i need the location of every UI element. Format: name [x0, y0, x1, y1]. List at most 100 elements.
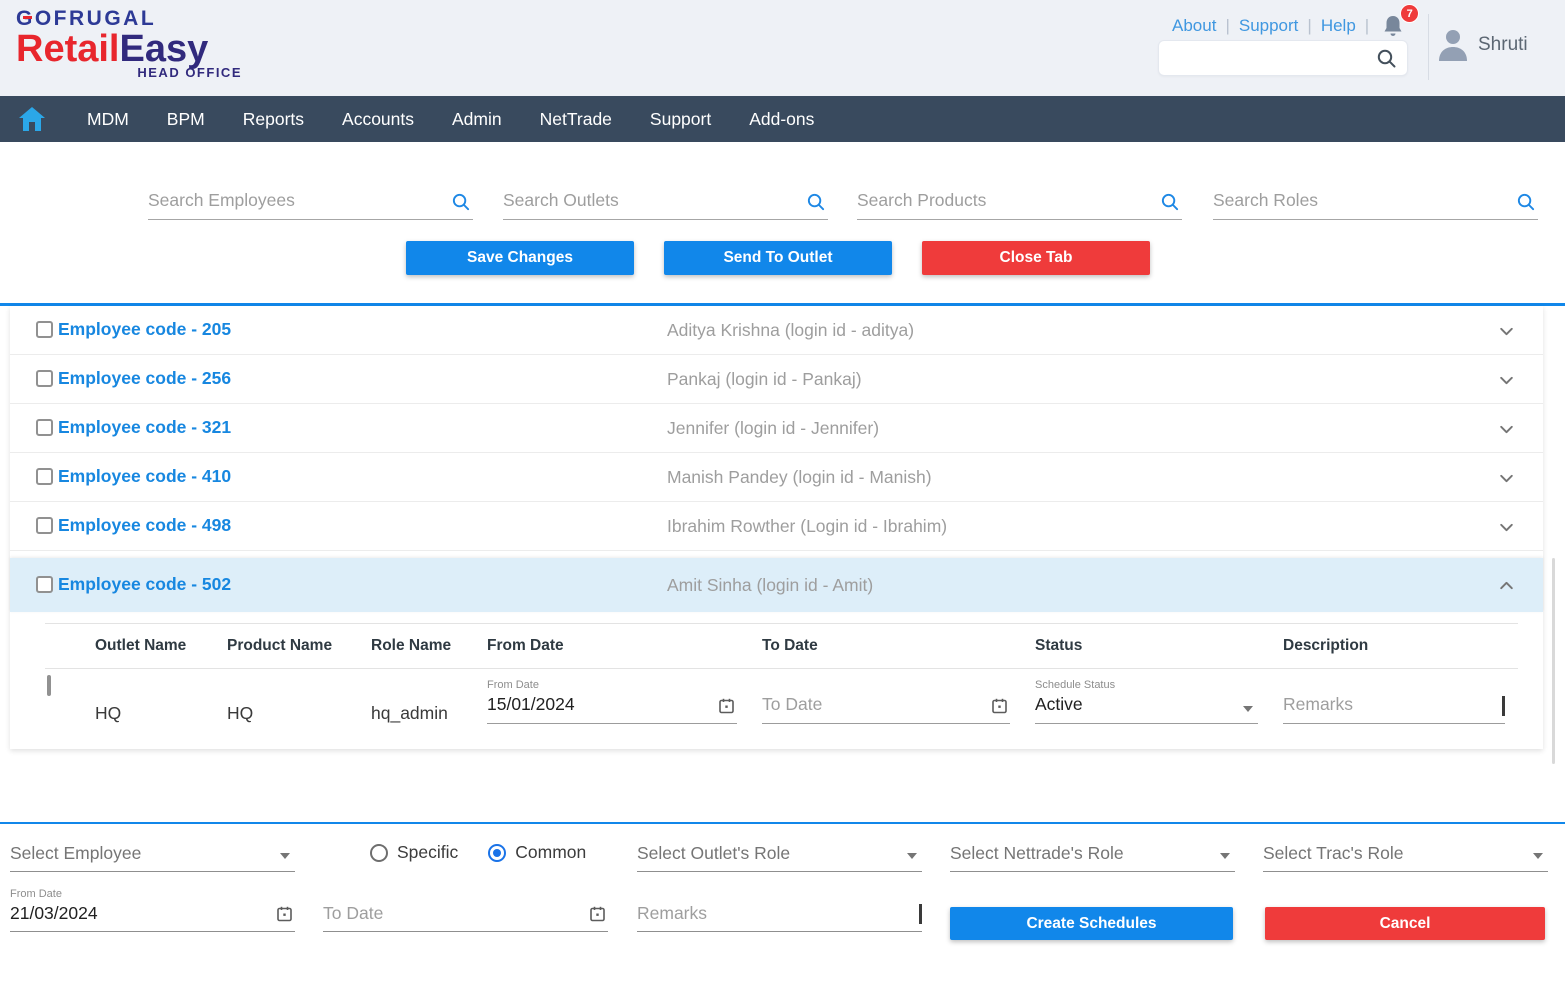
search-products-field[interactable]	[857, 188, 1182, 220]
from-date-value[interactable]: 15/01/2024	[487, 694, 575, 714]
form-remarks-label	[637, 886, 922, 902]
detail-row-checkbox[interactable]	[47, 675, 51, 696]
form-from-date-field[interactable]: From Date 21/03/2024	[10, 886, 295, 932]
employee-row[interactable]: Employee code - 498 Ibrahim Rowther (Log…	[10, 502, 1543, 551]
save-changes-button[interactable]: Save Changes	[406, 241, 634, 275]
select-employee-placeholder: Select Employee	[10, 843, 142, 863]
employee-code[interactable]: Employee code - 498	[58, 515, 232, 535]
caret-down-icon	[280, 853, 290, 859]
employee-checkbox[interactable]	[36, 370, 53, 387]
send-to-outlet-button[interactable]: Send To Outlet	[664, 241, 892, 275]
calendar-icon[interactable]	[277, 906, 292, 922]
form-to-date-field[interactable]: To Date	[323, 886, 608, 932]
global-search-input[interactable]	[1169, 43, 1369, 73]
employee-row[interactable]: Employee code - 410 Manish Pandey (login…	[10, 453, 1543, 502]
employee-row[interactable]: Employee code - 502 Amit Sinha (login id…	[10, 558, 1543, 612]
employee-code[interactable]: Employee code - 502	[58, 574, 232, 594]
form-from-date-value[interactable]: 21/03/2024	[10, 903, 98, 923]
calendar-icon[interactable]	[719, 698, 734, 714]
about-link[interactable]: About	[1172, 16, 1217, 35]
to-date-field[interactable]: To Date	[762, 677, 1010, 724]
select-nettrade-role-dropdown[interactable]: Select Nettrade's Role	[950, 840, 1235, 872]
col-to-date: To Date	[762, 637, 818, 654]
search-icon[interactable]	[806, 192, 826, 212]
search-outlets-field[interactable]	[503, 188, 828, 220]
select-outlet-role-dropdown[interactable]: Select Outlet's Role	[637, 840, 922, 872]
role-name-value: hq_admin	[371, 703, 448, 723]
search-employees-field[interactable]	[148, 188, 473, 220]
support-link[interactable]: Support	[1238, 16, 1299, 35]
nav-item-accounts[interactable]: Accounts	[342, 108, 414, 129]
nav-item-mdm[interactable]: MDM	[87, 108, 129, 129]
employee-checkbox[interactable]	[36, 468, 53, 485]
home-button[interactable]	[18, 106, 46, 132]
bell-icon	[1384, 16, 1402, 36]
employee-checkbox[interactable]	[36, 576, 53, 593]
nav-item-reports[interactable]: Reports	[242, 108, 305, 129]
logo-suffix-text: HEAD OFFICE	[137, 65, 242, 80]
nav-item-support[interactable]: Support	[649, 108, 712, 129]
search-roles-input[interactable]	[1213, 188, 1503, 213]
nav-item-bpm[interactable]: BPM	[166, 108, 205, 129]
nav-item-admin[interactable]: Admin	[452, 108, 502, 129]
schedule-status-value[interactable]: Active	[1035, 694, 1083, 714]
main-navbar: MDM BPM Reports Accounts Admin NetTrade …	[0, 96, 1565, 142]
employee-code[interactable]: Employee code - 321	[58, 417, 232, 437]
radio-common-label: Common	[515, 842, 587, 862]
notifications-button[interactable]: 7	[1382, 4, 1420, 38]
search-icon[interactable]	[1160, 192, 1180, 212]
close-tab-button[interactable]: Close Tab	[922, 241, 1150, 275]
description-placeholder[interactable]: Remarks	[1283, 694, 1354, 714]
status-select[interactable]: Schedule Status Active	[1035, 677, 1258, 724]
employee-row[interactable]: Employee code - 205 Aditya Krishna (logi…	[10, 306, 1543, 355]
employee-checkbox[interactable]	[36, 419, 53, 436]
caret-down-icon	[1533, 853, 1543, 859]
search-products-input[interactable]	[857, 188, 1147, 213]
header-links: About | Support | Help | 7	[1168, 4, 1420, 38]
create-schedules-button[interactable]: Create Schedules	[950, 907, 1233, 940]
chevron-up-icon[interactable]	[1498, 577, 1515, 594]
chevron-down-icon[interactable]	[1498, 470, 1515, 487]
help-link[interactable]: Help	[1320, 16, 1356, 35]
form-remarks-placeholder[interactable]: Remarks	[637, 903, 708, 923]
nav-item-addons[interactable]: Add-ons	[749, 108, 815, 129]
employee-checkbox[interactable]	[36, 517, 53, 534]
description-field[interactable]: Remarks	[1283, 677, 1505, 724]
employee-code[interactable]: Employee code - 410	[58, 466, 232, 486]
employee-row[interactable]: Employee code - 256 Pankaj (login id - P…	[10, 355, 1543, 404]
form-remarks-field[interactable]: Remarks	[637, 886, 922, 932]
employee-row[interactable]: Employee code - 321 Jennifer (login id -…	[10, 404, 1543, 453]
search-outlets-input[interactable]	[503, 188, 793, 213]
search-icon[interactable]	[451, 192, 471, 212]
nav-item-nettrade[interactable]: NetTrade	[539, 108, 612, 129]
search-icon[interactable]	[1516, 192, 1536, 212]
form-to-date-placeholder[interactable]: To Date	[323, 903, 384, 923]
search-employees-input[interactable]	[148, 188, 438, 213]
scrollbar[interactable]	[1552, 558, 1555, 764]
search-icon[interactable]	[1376, 48, 1397, 69]
chevron-down-icon[interactable]	[1498, 372, 1515, 389]
user-name[interactable]: Shruti	[1478, 34, 1528, 55]
chevron-down-icon[interactable]	[1498, 323, 1515, 340]
employee-code[interactable]: Employee code - 256	[58, 368, 232, 388]
employee-list: Employee code - 205 Aditya Krishna (logi…	[10, 306, 1543, 612]
select-employee-dropdown[interactable]: Select Employee	[10, 840, 295, 872]
employee-checkbox[interactable]	[36, 321, 53, 338]
caret-down-icon[interactable]	[1243, 706, 1253, 712]
cancel-button[interactable]: Cancel	[1265, 907, 1545, 940]
avatar[interactable]	[1436, 27, 1470, 70]
employee-code[interactable]: Employee code - 205	[58, 319, 232, 339]
to-date-placeholder[interactable]: To Date	[762, 694, 823, 714]
calendar-icon[interactable]	[590, 906, 605, 922]
select-trac-role-dropdown[interactable]: Select Trac's Role	[1263, 840, 1548, 872]
calendar-icon[interactable]	[992, 698, 1007, 714]
chevron-down-icon[interactable]	[1498, 519, 1515, 536]
header-divider	[1428, 14, 1429, 80]
from-date-field[interactable]: From Date 15/01/2024	[487, 677, 737, 724]
search-roles-field[interactable]	[1213, 188, 1538, 220]
global-search-box[interactable]	[1158, 40, 1408, 76]
radio-specific[interactable]: Specific	[370, 842, 458, 863]
radio-common[interactable]: Common	[488, 842, 586, 863]
chevron-down-icon[interactable]	[1498, 421, 1515, 438]
logo-brand-text: GOFRUGAL	[16, 7, 157, 30]
